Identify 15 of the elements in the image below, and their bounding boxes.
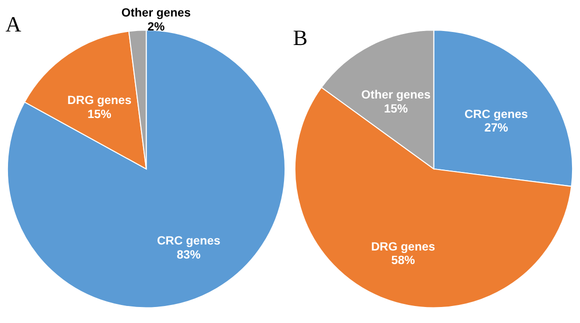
data-label: 27%	[484, 120, 509, 135]
pie-slice	[6, 30, 286, 308]
data-label: 83%	[176, 247, 201, 262]
chart-title: B	[292, 26, 308, 50]
data-label: 2%	[147, 19, 166, 34]
slice-label: DRG genes	[371, 239, 436, 254]
data-label: 58%	[391, 253, 416, 268]
slice-label: CRC genes	[156, 234, 221, 248]
slice-label: DRG genes	[67, 93, 132, 108]
data-label: 15%	[384, 102, 408, 116]
slice-label: Other genes	[361, 88, 431, 102]
data-label: 15%	[88, 106, 112, 121]
slice-label: Other genes	[121, 6, 192, 20]
chart-title: A	[5, 12, 22, 36]
slice-label: CRC genes	[464, 106, 528, 121]
